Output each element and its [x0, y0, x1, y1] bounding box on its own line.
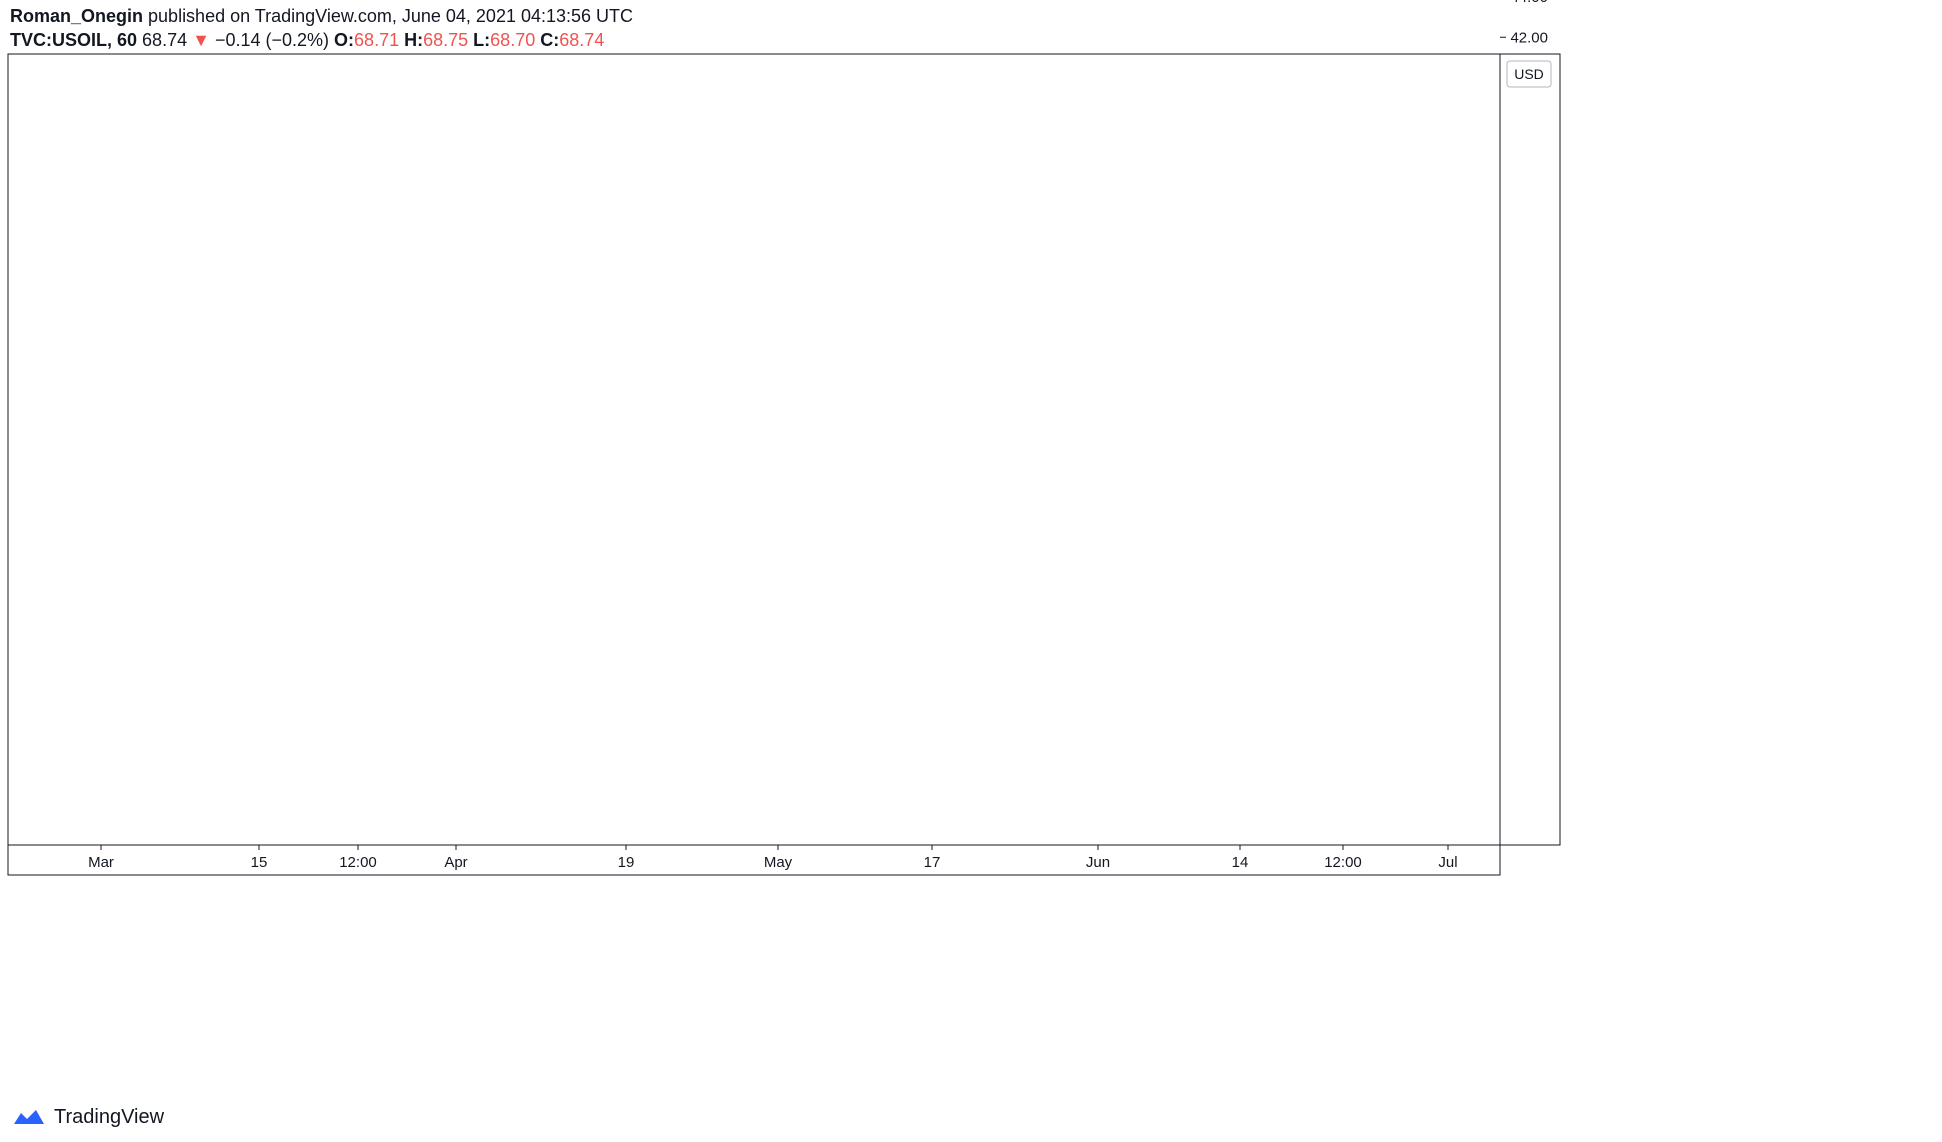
price-change: −0.14 (−0.2%): [214, 30, 330, 50]
tradingview-brand: TradingView: [54, 1105, 165, 1128]
x-tick-label: 19: [618, 854, 635, 871]
low-label: L:: [473, 30, 491, 50]
time-axis-frame: [7, 844, 1501, 876]
close-label: C:: [540, 30, 560, 50]
publish-line: Roman_Onegin published on TradingView.co…: [10, 4, 633, 28]
chart-header: Roman_Onegin published on TradingView.co…: [10, 4, 633, 52]
published-text: published on TradingView.com, June 04, 2…: [148, 6, 634, 26]
x-tick-label: 14: [1232, 854, 1249, 871]
x-tick-label: May: [764, 854, 793, 871]
currency-label: USD: [1514, 66, 1544, 82]
symbol-line: TVC:USOIL, 60 68.74 ▼ −0.14 (−0.2%) O:68…: [10, 28, 633, 52]
x-tick-label: Jul: [1438, 854, 1457, 871]
low-value: 68.70: [490, 30, 536, 50]
x-tick-label: Apr: [444, 854, 467, 871]
tradingview-footer[interactable]: TradingView: [12, 1101, 164, 1133]
price-axis-frame: [1499, 53, 1561, 846]
x-tick-label: 15: [251, 854, 268, 871]
x-tick-label: 17: [924, 854, 941, 871]
symbol-label[interactable]: TVC:USOIL, 60: [10, 30, 138, 50]
author-name[interactable]: Roman_Onegin: [10, 6, 144, 26]
currency-box[interactable]: [1506, 60, 1552, 88]
plot-frame: [7, 53, 1501, 846]
close-value: 68.74: [559, 30, 605, 50]
tradingview-logo-icon: [14, 1110, 44, 1124]
x-tick-label: Mar: [88, 854, 114, 871]
high-label: H:: [404, 30, 424, 50]
last-price: 68.74: [142, 30, 188, 50]
y-tick-label: 44.00: [1510, 0, 1548, 6]
open-label: O:: [334, 30, 355, 50]
down-arrow-icon: ▼: [192, 30, 210, 50]
high-value: 68.75: [423, 30, 469, 50]
x-tick-label: Jun: [1086, 854, 1110, 871]
x-tick-label: 12:00: [1324, 854, 1362, 871]
y-tick-label: 42.00: [1510, 29, 1548, 46]
x-tick-label: 12:00: [339, 854, 377, 871]
open-value: 68.71: [354, 30, 400, 50]
